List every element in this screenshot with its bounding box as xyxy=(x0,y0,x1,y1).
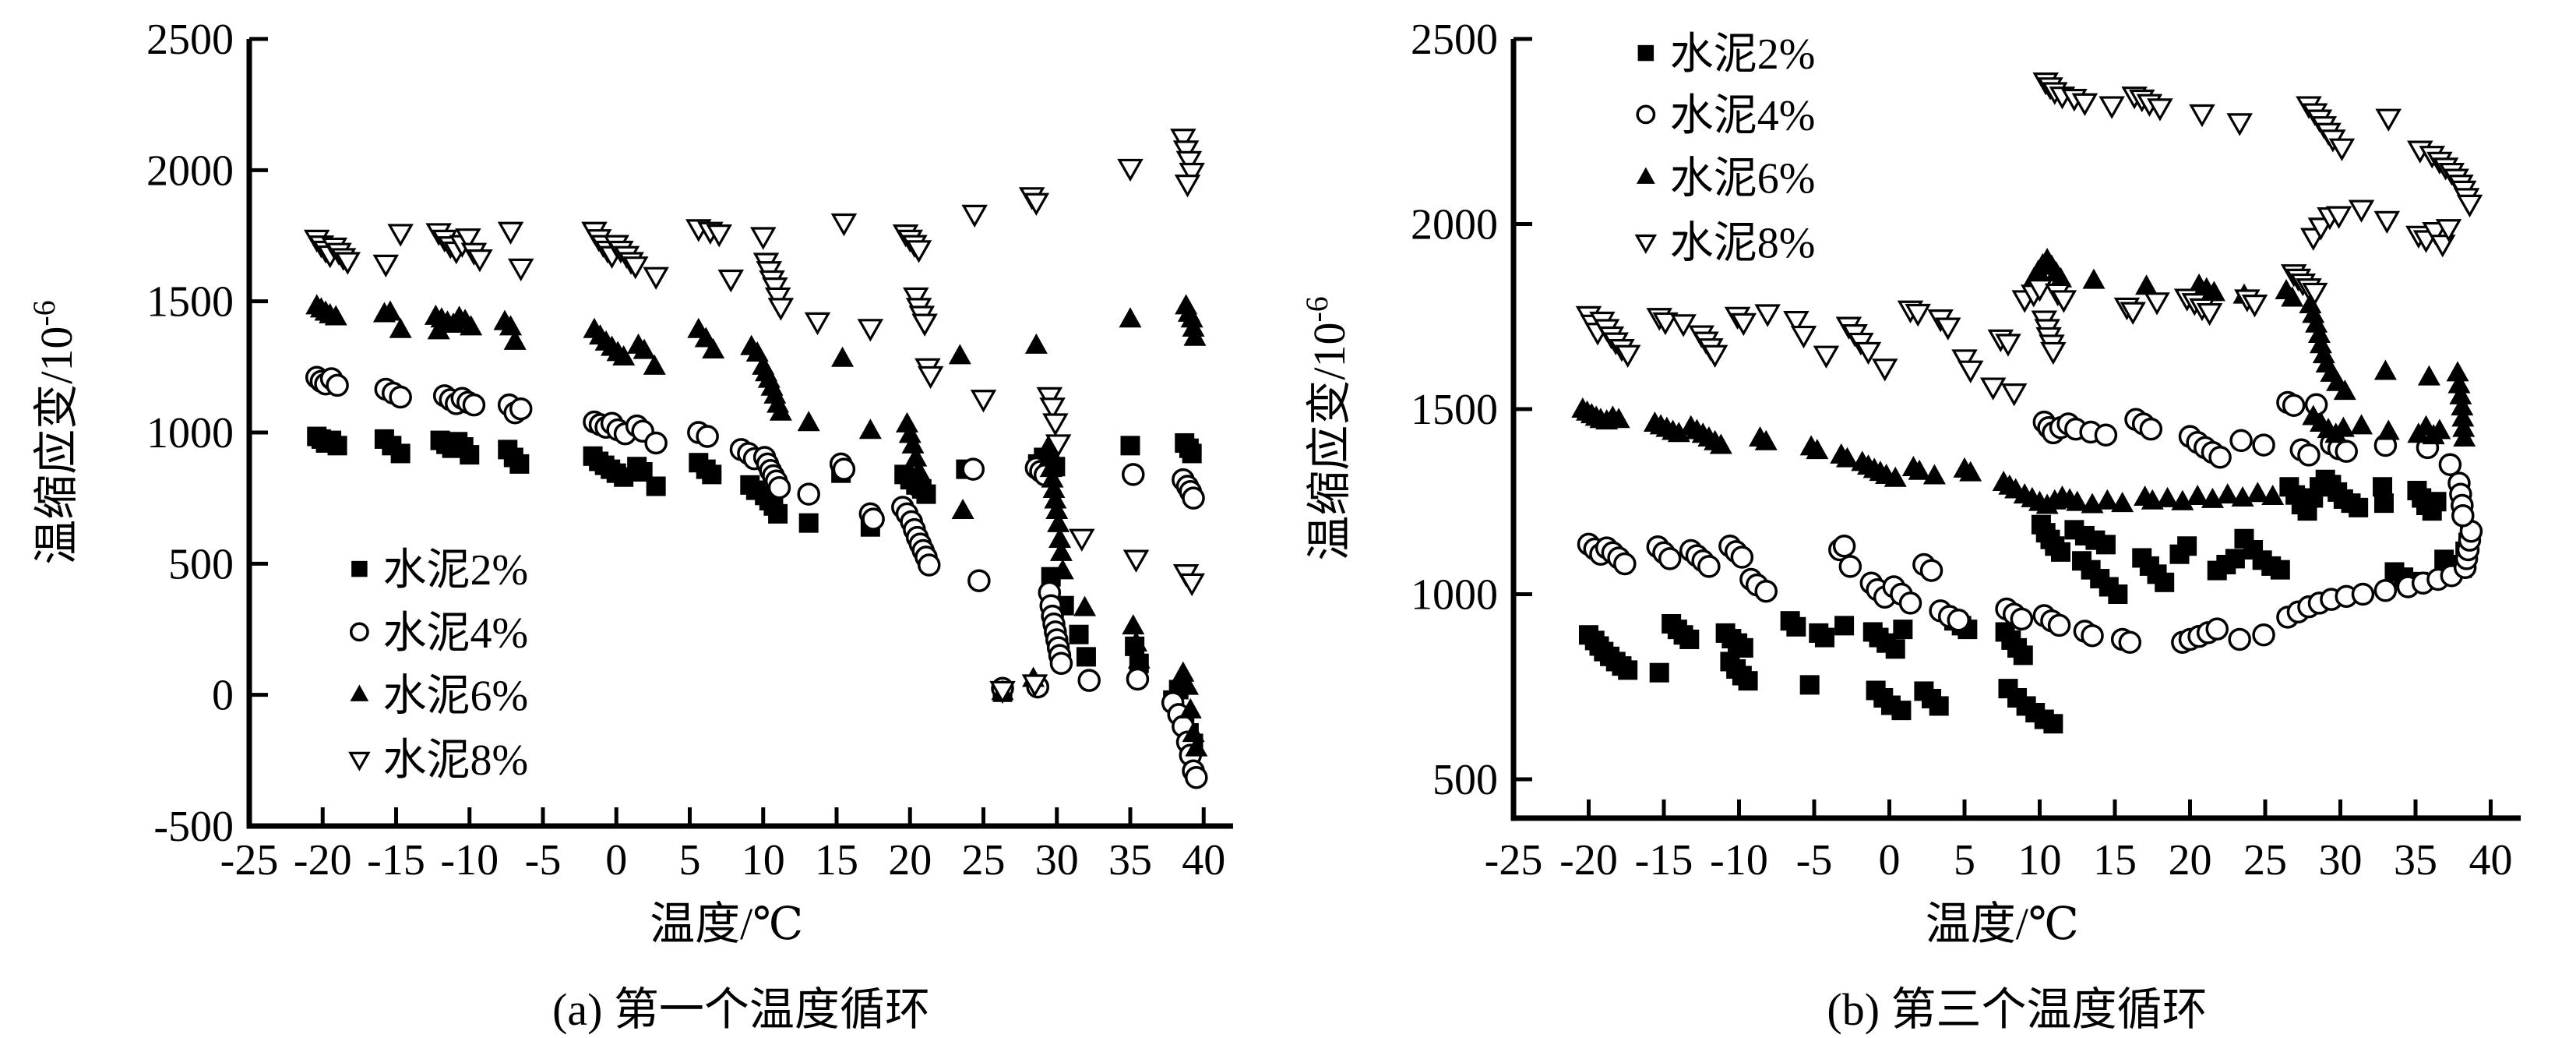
series-水泥4% xyxy=(1577,390,2483,654)
legend-b: 水泥2% 水泥4% 水泥6% 水泥8% xyxy=(1634,30,1816,267)
y-tick-label: 2500 xyxy=(146,16,234,64)
x-tick-label: 0 xyxy=(1879,836,1901,884)
x-tick-label: -25 xyxy=(220,836,279,884)
panel-b: 500 1000 1500 2000 2500 -25 -20 -15 -10 -5 0 5 10 15 2… xyxy=(1299,16,2521,949)
x-tick-label: 25 xyxy=(2243,836,2287,884)
x-tick-label: 15 xyxy=(815,836,858,884)
y-axis-title: 温缩应变/10-6 xyxy=(26,300,82,564)
x-tick-label: 20 xyxy=(2169,836,2212,884)
x-tick-label: 10 xyxy=(742,836,785,884)
x-axis-title: 温度/℃ xyxy=(1926,899,2079,949)
legend-label: 水泥2% xyxy=(383,546,529,595)
y-tick-label: 0 xyxy=(212,672,234,720)
x-tick-label: -10 xyxy=(1710,836,1768,884)
y-tick-label: -500 xyxy=(153,803,234,851)
x-tick-label: -15 xyxy=(1635,836,1693,884)
y-tick-label: 500 xyxy=(168,540,234,588)
x-tick-label: -20 xyxy=(1559,836,1618,884)
legend-a: 水泥2% 水泥4% 水泥6% 水泥8% xyxy=(348,546,529,785)
legend-label: 水泥6% xyxy=(383,673,529,721)
x-tick-label: 0 xyxy=(605,836,627,884)
x-tick-label: 15 xyxy=(2093,836,2137,884)
x-tick-label: 35 xyxy=(2394,836,2437,884)
y-tick-label: 1500 xyxy=(1411,386,1498,434)
x-tick-label: 35 xyxy=(1108,836,1152,884)
panel-b-caption: (b) 第三个温度循环 xyxy=(1827,984,2208,1035)
x-tick-label: 40 xyxy=(2469,836,2513,884)
x-tick-label: -25 xyxy=(1485,836,1543,884)
x-tick-label: -5 xyxy=(1796,836,1833,884)
x-tick-label: -15 xyxy=(367,836,425,884)
x-tick-label: 25 xyxy=(962,836,1006,884)
y-tick-label: 1000 xyxy=(1411,571,1498,620)
y-axis-title: 温缩应变/10-6 xyxy=(1299,296,1355,560)
x-tick-label: 5 xyxy=(1954,836,1975,884)
legend-label: 水泥8% xyxy=(1670,219,1816,267)
panel-a-caption: (a) 第一个温度循环 xyxy=(552,984,930,1035)
panel-a: -500 0 500 1000 1500 2000 2500 -25 -20 -15 -10 -5 0 5… xyxy=(26,16,1233,949)
legend-label: 水泥4% xyxy=(383,609,529,658)
legend-label: 水泥4% xyxy=(1670,92,1816,140)
series-水泥6% xyxy=(1571,248,2476,514)
legend-label: 水泥2% xyxy=(1670,30,1816,79)
legend-label: 水泥8% xyxy=(383,736,529,785)
series-水泥6% xyxy=(305,294,1208,757)
x-tick-label: -20 xyxy=(294,836,352,884)
y-tick-label: 2000 xyxy=(146,147,234,195)
x-tick-label: 10 xyxy=(2018,836,2062,884)
legend-label: 水泥6% xyxy=(1670,155,1816,203)
y-tick-label: 1000 xyxy=(146,409,234,457)
y-tick-label: 1500 xyxy=(146,278,234,327)
x-tick-label: 30 xyxy=(2319,836,2363,884)
series-水泥2% xyxy=(1579,469,2479,734)
x-tick-label: -5 xyxy=(525,836,562,884)
x-tick-label: 30 xyxy=(1035,836,1079,884)
x-axis-title: 温度/℃ xyxy=(650,899,803,949)
series-水泥8% xyxy=(303,129,1205,704)
y-tick-label: 2000 xyxy=(1411,201,1498,249)
x-tick-label: -10 xyxy=(440,836,499,884)
x-tick-label: 20 xyxy=(888,836,932,884)
series-水泥8% xyxy=(1575,72,2483,407)
x-tick-label: 40 xyxy=(1182,836,1225,884)
y-tick-label: 500 xyxy=(1432,756,1498,804)
series-水泥4% xyxy=(305,365,1208,789)
x-tick-label: 5 xyxy=(679,836,701,884)
y-tick-label: 2500 xyxy=(1411,16,1498,64)
